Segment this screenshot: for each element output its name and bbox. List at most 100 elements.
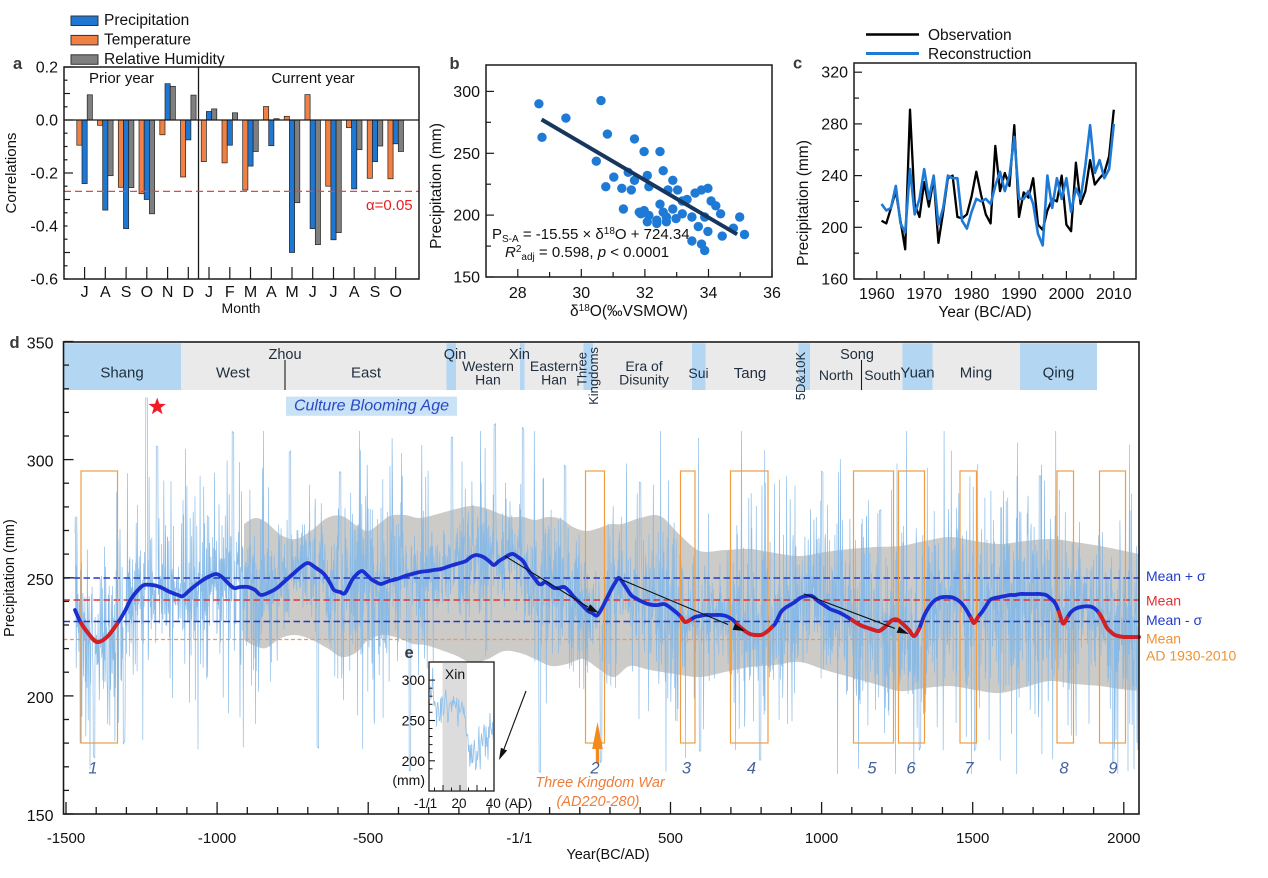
svg-text:A: A <box>266 284 277 301</box>
svg-text:9: 9 <box>1108 760 1117 778</box>
svg-text:Three: Three <box>575 352 590 386</box>
svg-text:Western: Western <box>462 358 514 374</box>
svg-text:2010: 2010 <box>1096 286 1132 303</box>
svg-text:150: 150 <box>27 808 54 825</box>
svg-text:Eastern: Eastern <box>530 358 578 374</box>
svg-text:250: 250 <box>402 713 426 729</box>
svg-text:1: 1 <box>88 760 97 778</box>
svg-text:40 (AD): 40 (AD) <box>486 796 533 811</box>
svg-text:Sui: Sui <box>688 365 708 381</box>
svg-text:South: South <box>864 367 901 383</box>
svg-text:Tang: Tang <box>734 365 767 382</box>
svg-text:8: 8 <box>1059 760 1069 778</box>
svg-text:Relative Humidity: Relative Humidity <box>104 51 225 68</box>
svg-text:Mean: Mean <box>1146 593 1181 609</box>
svg-text:Mean: Mean <box>1146 631 1181 647</box>
svg-text:J: J <box>330 284 338 301</box>
svg-text:Current year: Current year <box>271 70 354 87</box>
svg-text:4: 4 <box>747 760 756 778</box>
svg-text:250: 250 <box>453 146 480 163</box>
svg-text:Prior year: Prior year <box>89 70 154 87</box>
svg-text:Precipitation (mm): Precipitation (mm) <box>795 140 812 266</box>
svg-text:α=0.05: α=0.05 <box>366 197 413 214</box>
svg-text:300: 300 <box>402 672 426 688</box>
svg-text:-1000: -1000 <box>198 830 236 847</box>
svg-text:1500: 1500 <box>956 830 989 847</box>
svg-text:1960: 1960 <box>859 286 895 303</box>
svg-text:150: 150 <box>453 270 480 287</box>
svg-text:AD 1930-2010: AD 1930-2010 <box>1146 648 1237 664</box>
svg-text:Culture Blooming Age: Culture Blooming Age <box>294 398 449 415</box>
svg-text:Han: Han <box>541 372 567 388</box>
svg-text:b: b <box>450 55 460 73</box>
svg-text:2: 2 <box>589 760 599 778</box>
svg-text:320: 320 <box>821 65 848 82</box>
svg-text:Precipitation (mm): Precipitation (mm) <box>428 123 445 249</box>
svg-text:c: c <box>793 55 802 73</box>
svg-text:O: O <box>389 284 401 301</box>
svg-text:PS-A = -15.55 × δ18O + 724.34: PS-A = -15.55 × δ18O + 724.34 <box>492 226 690 245</box>
svg-text:-1/1: -1/1 <box>414 796 437 811</box>
svg-text:Qin: Qin <box>444 347 467 363</box>
svg-text:Era of: Era of <box>625 358 662 374</box>
svg-text:F: F <box>225 284 235 301</box>
svg-text:5D&10K: 5D&10K <box>793 351 808 400</box>
svg-text:Three Kingdom War: Three Kingdom War <box>535 775 666 791</box>
svg-text:0.0: 0.0 <box>36 113 58 130</box>
svg-text:(AD220-280): (AD220-280) <box>556 794 639 810</box>
svg-text:200: 200 <box>402 753 426 769</box>
svg-text:Zhou: Zhou <box>268 347 301 363</box>
svg-text:Reconstruction: Reconstruction <box>928 46 1031 63</box>
svg-text:200: 200 <box>27 690 54 707</box>
svg-text:28: 28 <box>509 285 527 302</box>
svg-text:D: D <box>183 284 195 301</box>
svg-text:J: J <box>309 284 317 301</box>
svg-text:0.2: 0.2 <box>36 60 58 77</box>
svg-text:Correlations: Correlations <box>3 133 20 214</box>
svg-text:Observation: Observation <box>928 27 1012 44</box>
svg-text:e: e <box>405 644 414 662</box>
svg-text:R2adj = 0.598, p < 0.0001: R2adj = 0.598, p < 0.0001 <box>505 244 669 263</box>
svg-text:36: 36 <box>763 285 781 302</box>
svg-text:M: M <box>285 284 298 301</box>
svg-text:(mm): (mm) <box>392 772 425 788</box>
svg-text:M: M <box>244 284 257 301</box>
svg-text:a: a <box>13 55 23 73</box>
svg-text:30: 30 <box>572 285 590 302</box>
svg-text:500: 500 <box>658 830 683 847</box>
svg-text:160: 160 <box>821 272 848 289</box>
svg-text:Kingdoms: Kingdoms <box>586 347 601 405</box>
svg-text:200: 200 <box>453 208 480 225</box>
svg-text:A: A <box>100 284 111 301</box>
svg-text:1990: 1990 <box>1001 286 1037 303</box>
svg-text:34: 34 <box>700 285 718 302</box>
svg-text:J: J <box>81 284 89 301</box>
svg-text:S: S <box>370 284 381 301</box>
svg-text:-1500: -1500 <box>47 830 85 847</box>
svg-text:Song: Song <box>840 347 874 363</box>
svg-text:Year (BC/AD): Year (BC/AD) <box>938 304 1031 321</box>
svg-text:J: J <box>205 284 213 301</box>
svg-text:δ18O(‰VSMOW): δ18O(‰VSMOW) <box>570 303 688 320</box>
svg-text:Shang: Shang <box>100 365 143 382</box>
svg-text:A: A <box>349 284 360 301</box>
svg-text:350: 350 <box>27 336 54 353</box>
svg-text:-0.2: -0.2 <box>30 166 58 183</box>
svg-text:-0.4: -0.4 <box>30 219 58 236</box>
svg-text:Precipitation: Precipitation <box>104 12 189 29</box>
svg-text:280: 280 <box>821 116 848 133</box>
svg-text:240: 240 <box>821 168 848 185</box>
svg-text:North: North <box>819 367 853 383</box>
svg-text:-500: -500 <box>353 830 383 847</box>
svg-text:200: 200 <box>821 220 848 237</box>
svg-text:1970: 1970 <box>906 286 942 303</box>
svg-text:Xin: Xin <box>445 666 465 682</box>
svg-text:O: O <box>141 284 153 301</box>
svg-text:6: 6 <box>906 760 916 778</box>
svg-text:300: 300 <box>453 84 480 101</box>
svg-text:1980: 1980 <box>954 286 990 303</box>
svg-text:Ming: Ming <box>960 365 993 382</box>
svg-text:2000: 2000 <box>1107 830 1140 847</box>
svg-text:Month: Month <box>222 300 261 316</box>
svg-text:-1/1: -1/1 <box>506 830 532 847</box>
